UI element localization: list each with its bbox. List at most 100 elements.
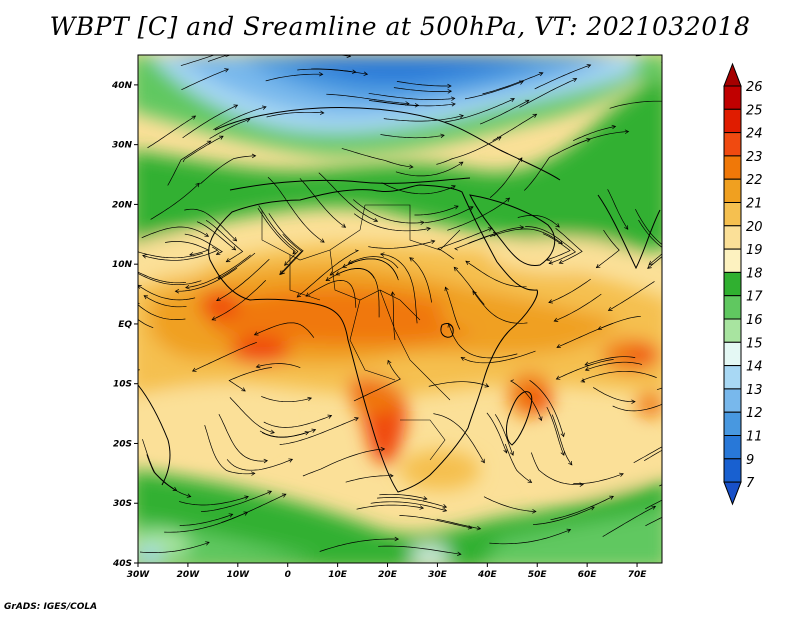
streamline-arrow	[143, 295, 149, 300]
colorbar-swatch	[723, 155, 742, 180]
streamline-arrow	[94, 360, 98, 364]
streamline-arrow	[409, 164, 414, 169]
streamline	[551, 414, 573, 466]
streamline	[482, 72, 544, 95]
streamline-arrow	[472, 290, 477, 296]
streamline	[147, 115, 196, 149]
colorbar-level-label: 20	[746, 220, 763, 235]
streamline	[318, 172, 378, 222]
streamline	[517, 214, 560, 228]
streamline	[192, 341, 257, 372]
africa-coastline	[208, 184, 538, 493]
streamline-arrow	[327, 414, 333, 419]
colorbar-level-label: 12	[746, 406, 763, 421]
streamline	[555, 228, 583, 264]
colorbar-swatch	[723, 295, 742, 320]
colorbar-swatch	[723, 318, 742, 343]
colorbar-swatch	[723, 411, 742, 437]
streamline	[483, 496, 536, 512]
streamline	[167, 140, 211, 186]
lat-tick-label: 40S	[112, 559, 132, 569]
streamline	[142, 246, 219, 261]
streamline-arrow	[476, 526, 482, 531]
streamline	[196, 221, 236, 251]
streamline-arrow	[691, 486, 695, 490]
streamline-arrow	[611, 124, 617, 130]
streamline-arrow	[447, 89, 453, 94]
streamline	[464, 81, 524, 100]
streamline	[573, 126, 616, 142]
grads-credit: GrADS: IGES/COLA	[4, 602, 98, 612]
streamline	[437, 227, 493, 260]
streamline	[504, 443, 532, 483]
streamline-arrow	[454, 205, 459, 210]
streamline	[353, 360, 401, 402]
streamline-arrow	[311, 428, 317, 433]
streamline-arrow	[465, 260, 470, 265]
colorbar-swatch	[723, 435, 742, 460]
lon-tick-label: 70E	[628, 570, 648, 580]
lon-tick-label: 0	[285, 570, 291, 580]
streamline	[395, 161, 464, 177]
streamline-arrow	[631, 399, 636, 404]
streamline-arrow	[430, 239, 436, 244]
streamline-arrow	[597, 325, 603, 331]
streamline	[436, 136, 502, 165]
streamline-arrow	[228, 513, 234, 518]
lat-tick-label: 30N	[112, 141, 133, 151]
streamline-arrow	[519, 80, 524, 85]
streamline-arrow	[442, 504, 448, 509]
lat-tick-label: 10S	[113, 380, 132, 390]
colorbar-swatch	[723, 132, 742, 157]
streamline	[597, 315, 641, 330]
streamline	[581, 370, 657, 383]
streamline-arrow	[244, 495, 249, 500]
streamline	[200, 490, 272, 513]
streamline	[392, 291, 396, 340]
streamline-arrow	[191, 115, 197, 120]
streamline-arrow	[195, 182, 200, 188]
streamline-arrow	[519, 225, 525, 230]
streamline-arrow	[255, 363, 261, 369]
lon-tick-label: 30E	[428, 570, 448, 580]
streamline	[299, 178, 346, 228]
lake-victoria-outline	[440, 322, 454, 338]
streamline-arrow	[458, 161, 464, 166]
streamline-arrow	[233, 104, 239, 109]
colorbar-level-label: 18	[746, 266, 763, 281]
lon-tick-label: 50E	[528, 570, 548, 580]
colorbar-level-label: 17	[746, 290, 763, 305]
streamline-arrow	[394, 536, 400, 542]
streamline	[356, 504, 424, 510]
streamline-arrow	[456, 551, 462, 557]
streamline-arrow	[687, 391, 691, 394]
streamline-arrow	[390, 291, 396, 296]
streamline-arrow	[186, 493, 192, 498]
streamline-arrow	[405, 101, 410, 106]
streamline-arrow	[468, 206, 474, 211]
streamline	[138, 251, 203, 259]
streamline	[519, 78, 577, 108]
streamline	[279, 233, 303, 275]
streamline-arrow	[555, 223, 560, 228]
colorbar-level-label: 21	[746, 197, 763, 212]
streamline	[218, 414, 268, 462]
streamline-arrow	[584, 361, 590, 366]
streamline	[602, 505, 656, 537]
streamline	[584, 356, 636, 366]
streamline	[175, 267, 238, 292]
streamline	[534, 64, 591, 90]
lat-tick-label: 20S	[113, 439, 132, 449]
streamline	[345, 475, 394, 483]
streamlines-layer	[94, 40, 695, 557]
streamline	[216, 258, 270, 302]
lon-tick-label: 10E	[328, 570, 348, 580]
streamline	[436, 518, 481, 530]
lon-tick-label: 10W	[227, 570, 251, 580]
streamline-arrow	[278, 40, 282, 44]
streamline	[319, 538, 399, 552]
streamline	[659, 484, 662, 487]
streamline	[179, 513, 233, 526]
streamline	[445, 287, 461, 330]
